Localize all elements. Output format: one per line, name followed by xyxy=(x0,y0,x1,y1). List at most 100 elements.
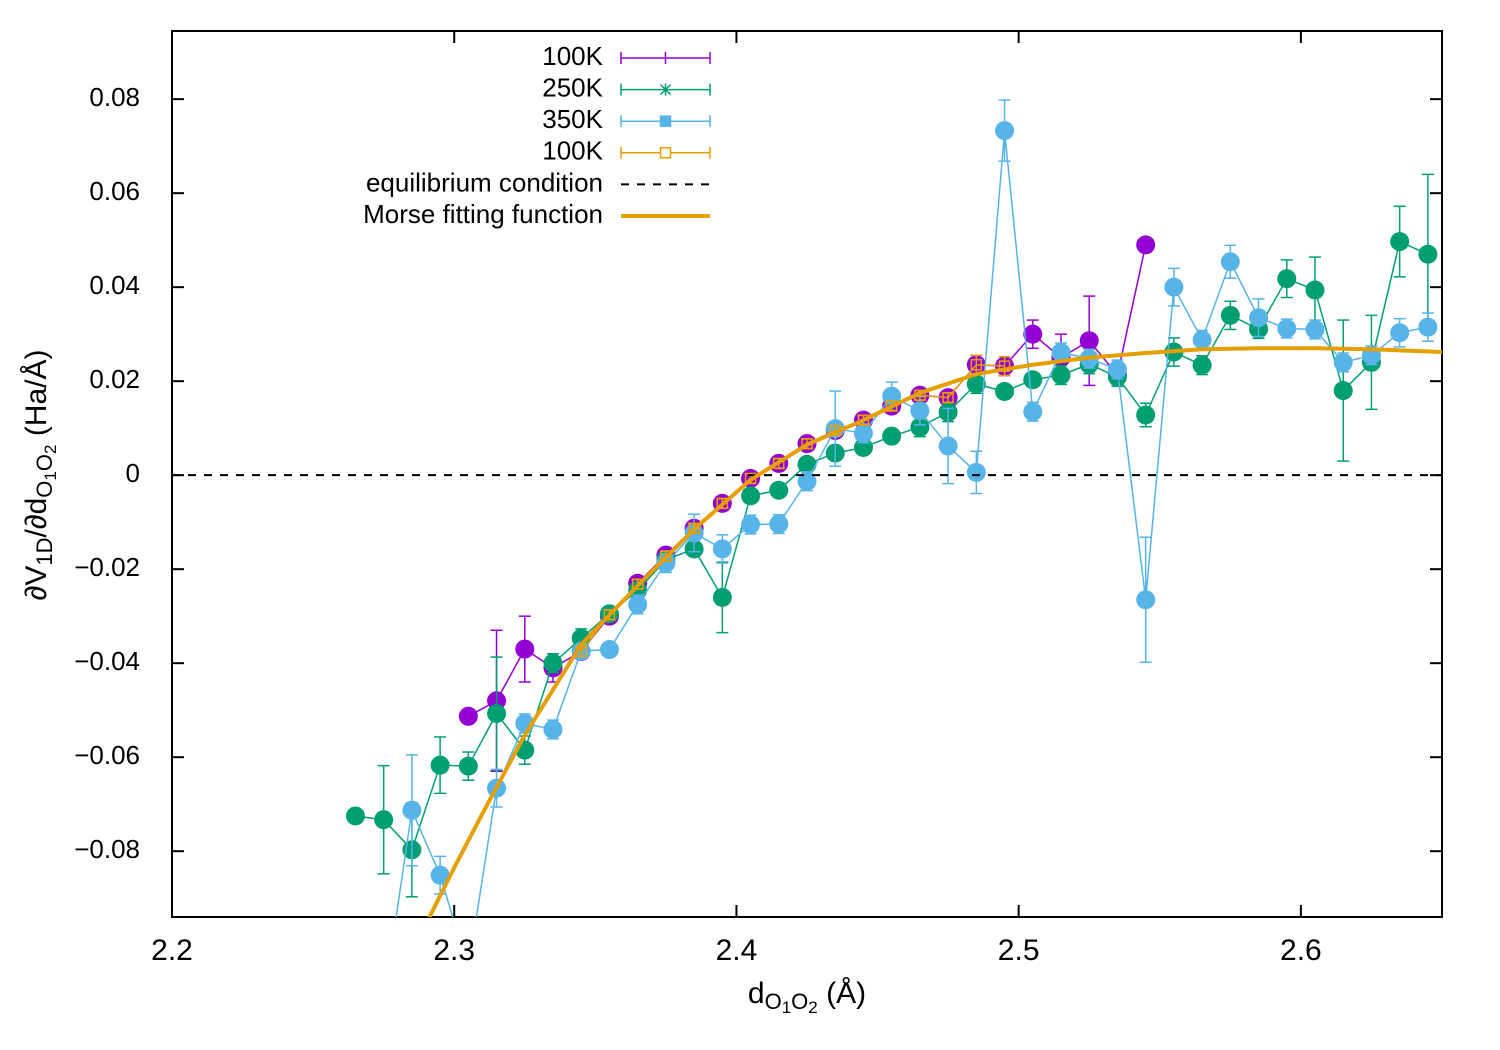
point xyxy=(430,865,450,885)
point xyxy=(660,550,672,562)
point xyxy=(1051,342,1071,362)
point xyxy=(769,514,789,534)
point xyxy=(712,539,732,559)
label-part: d xyxy=(748,977,765,1010)
point xyxy=(1136,235,1156,255)
point xyxy=(688,522,700,535)
error-bar xyxy=(378,955,390,1049)
legend-marker xyxy=(659,115,672,127)
y-tick-label: −0.08 xyxy=(74,834,140,864)
label-part: ∂V xyxy=(20,566,53,601)
label-part: (Å) xyxy=(818,977,866,1010)
point xyxy=(599,640,619,660)
point xyxy=(374,810,394,830)
point xyxy=(882,426,902,446)
y-tick-label: 0 xyxy=(126,458,140,488)
y-tick-label: 0.06 xyxy=(89,176,140,206)
point xyxy=(797,454,817,474)
point xyxy=(1418,244,1438,264)
y-axis-label: ∂V1D/∂dO1O2 (Ha/Å) xyxy=(20,349,61,600)
label-part: 1 xyxy=(41,471,60,480)
point xyxy=(1023,402,1043,422)
y-tick-label: 0.08 xyxy=(89,82,140,112)
point xyxy=(797,471,817,491)
point xyxy=(995,382,1015,402)
ticks: −0.08 −0.06 −0.04 −0.02 0 0.02 0.04 0.06 0.08 2.2… xyxy=(74,31,1442,967)
point xyxy=(970,358,983,371)
point xyxy=(430,755,450,775)
point xyxy=(515,639,535,659)
label-part: O xyxy=(791,989,808,1014)
point xyxy=(1390,232,1410,252)
point xyxy=(910,401,930,421)
point xyxy=(543,653,563,673)
label-part: O xyxy=(32,454,57,471)
y-tick-label: 0.02 xyxy=(89,364,140,394)
point xyxy=(345,806,365,826)
point xyxy=(1023,324,1043,344)
plot-area xyxy=(172,99,1442,1049)
point xyxy=(628,594,648,614)
point xyxy=(1192,355,1212,375)
point xyxy=(543,719,563,739)
point xyxy=(1418,317,1438,337)
point xyxy=(942,391,954,404)
legend-label: equilibrium condition xyxy=(366,167,603,197)
point xyxy=(910,417,930,437)
point xyxy=(1277,269,1297,289)
point xyxy=(374,992,393,1011)
point xyxy=(1333,381,1353,401)
label-part: 2 xyxy=(808,998,817,1017)
point xyxy=(1220,305,1240,325)
point xyxy=(741,515,761,535)
label-part: 1D xyxy=(32,538,57,566)
point xyxy=(603,609,616,621)
point xyxy=(938,436,958,456)
y-tick-label: −0.02 xyxy=(74,552,140,582)
y-tick-label: −0.04 xyxy=(74,646,140,676)
point xyxy=(631,578,644,590)
point xyxy=(1023,370,1043,390)
point xyxy=(1136,405,1156,425)
fit-curve xyxy=(427,346,1442,917)
point xyxy=(1305,319,1325,339)
series-line xyxy=(395,130,1429,917)
legend-label: Morse fitting function xyxy=(363,199,603,229)
point xyxy=(1164,277,1184,297)
point xyxy=(1305,280,1325,300)
error-bar xyxy=(998,355,1011,377)
point xyxy=(1079,331,1099,351)
label-part: 2 xyxy=(41,445,60,454)
point xyxy=(487,703,507,723)
label-part: O xyxy=(32,481,57,498)
x-tick-label: 2.4 xyxy=(716,934,758,967)
y-tick-label: −0.06 xyxy=(74,740,140,770)
point xyxy=(458,756,478,776)
point xyxy=(1277,319,1297,339)
point xyxy=(995,121,1015,141)
label-part: O xyxy=(765,989,782,1014)
legend-label: 100K xyxy=(542,136,603,166)
point xyxy=(402,800,422,820)
y-tick-label: 0.04 xyxy=(89,270,140,300)
point xyxy=(1249,308,1269,328)
point xyxy=(1220,252,1240,272)
label-part: (Ha/Å) xyxy=(20,349,53,444)
point xyxy=(1390,323,1410,343)
point xyxy=(966,374,986,394)
point xyxy=(769,480,789,500)
point xyxy=(741,486,761,506)
legend-marker xyxy=(659,84,672,96)
point xyxy=(1107,359,1127,379)
point xyxy=(1136,590,1156,610)
x-tick-label: 2.5 xyxy=(998,934,1040,967)
legend-label: 100K xyxy=(542,41,603,71)
x-tick-label: 2.2 xyxy=(151,934,193,967)
x-tick-label: 2.3 xyxy=(433,934,475,967)
plot-frame xyxy=(171,30,1443,918)
legend-label: 250K xyxy=(542,72,603,102)
point xyxy=(966,462,986,482)
point xyxy=(853,423,873,443)
label-part: /∂d xyxy=(20,498,53,538)
